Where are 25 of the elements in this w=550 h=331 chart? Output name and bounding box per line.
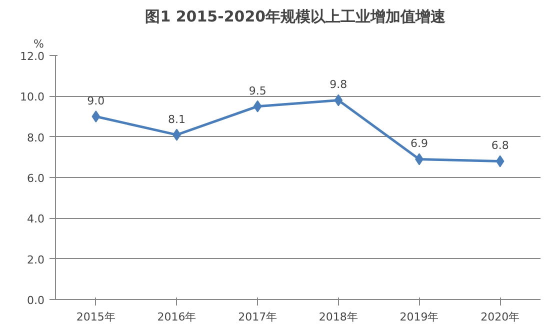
y-tick-label: 6.0 — [27, 172, 45, 185]
x-tick-label: 2016年 — [157, 310, 196, 324]
data-label: 6.9 — [410, 137, 428, 150]
y-tick-label: 4.0 — [27, 212, 45, 226]
x-tick-label: 2019年 — [400, 310, 439, 324]
y-axis-title: % — [34, 38, 44, 50]
x-tick-label: 2020年 — [480, 310, 520, 324]
point — [253, 100, 262, 112]
x-tick-label: 2017年 — [238, 310, 278, 324]
data-label: 6.8 — [491, 139, 509, 152]
data-label: 8.1 — [168, 112, 186, 126]
point — [334, 94, 343, 106]
point — [496, 155, 504, 168]
x-tick-label: 2015年 — [76, 310, 116, 324]
y-tick-label: 8.0 — [27, 131, 45, 144]
x-tick-label: 2018年 — [318, 310, 358, 324]
data-label: 9.8 — [330, 78, 348, 92]
point — [92, 110, 100, 122]
y-tick-label: 10.0 — [20, 90, 45, 104]
y-tick-label: 12.0 — [20, 50, 45, 63]
y-tick-label: 0.0 — [27, 294, 45, 307]
data-label: 9.5 — [248, 84, 266, 98]
data-label: 9.0 — [87, 94, 105, 108]
chart-title: 图1 2015-2020年规模以上工业增加值增速 — [145, 8, 447, 26]
y-tick-label: 2.0 — [27, 253, 45, 266]
